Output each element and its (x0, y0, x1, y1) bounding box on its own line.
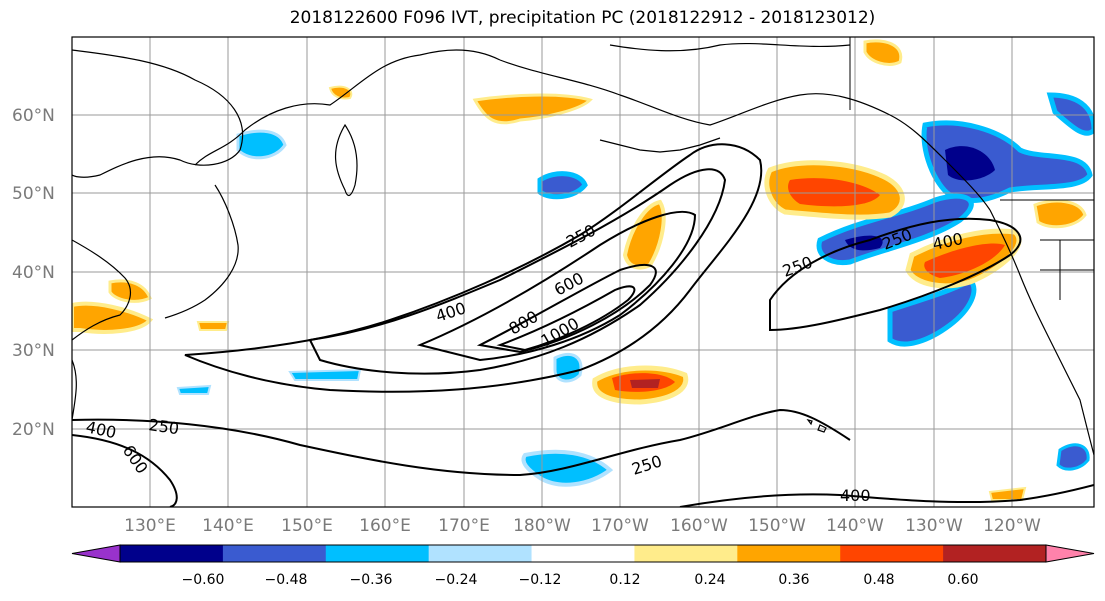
coast-korea-china (72, 239, 132, 341)
coast-asia-mainland (72, 49, 244, 178)
neg-area-aleutian (537, 171, 588, 200)
colorbar-segment (531, 545, 635, 562)
coast-alaska (499, 59, 991, 211)
neg-area-japan-sea (236, 129, 287, 160)
colorbar-tick-label: −0.12 (519, 572, 562, 588)
precip-negative-shading (176, 92, 1094, 487)
colorbar-segment (120, 545, 224, 562)
coast-north-america-west (989, 209, 1094, 456)
colorbar-segment (840, 545, 944, 562)
colorbar-tick-label: −0.60 (182, 572, 225, 588)
coast-kamchatka (334, 123, 358, 197)
lon-label: 140°W (826, 516, 884, 536)
ivt-contour-1000 (496, 285, 636, 352)
colorbar-segment (737, 545, 841, 562)
colorbar-segment (634, 545, 738, 562)
colorbar-extend-high (1045, 544, 1095, 563)
coast-sakhalin-okhotsk (194, 49, 501, 166)
lon-label: 130°W (905, 516, 963, 536)
colorbar-tick-label: 0.48 (863, 572, 894, 588)
lon-label: 150°W (748, 516, 806, 536)
colorbar-tick-labels: −0.60 −0.48 −0.36 −0.24 −0.12 0.12 0.24 … (182, 572, 979, 588)
contour-label: 250 (629, 451, 664, 479)
ivt-contour-250 (184, 143, 763, 393)
graticule (72, 37, 1094, 507)
ivt-contour-east-250 (769, 217, 1022, 332)
colorbar (71, 544, 1095, 563)
colorbar-tick-label: 0.60 (947, 572, 978, 588)
lon-label: 160°E (359, 516, 411, 536)
longitude-labels: 130°E 140°E 150°E 160°E 170°E 180°W 170°… (124, 516, 1041, 536)
pos-area-alaska-north (863, 39, 903, 66)
pos-core-ne-pacific-2 (924, 243, 1005, 278)
pos-area-small-1 (328, 85, 353, 100)
neg-area-sw-california (887, 276, 977, 347)
colorbar-tick-label: −0.48 (265, 572, 308, 588)
neg-area-south-3 (288, 368, 362, 381)
lon-label: 180°W (513, 516, 571, 536)
ivt-contour-800 (476, 264, 657, 354)
lon-label: 150°E (281, 516, 333, 536)
lat-label: 40°N (12, 263, 55, 283)
pos-area-bering (472, 93, 593, 125)
coast-aleutians (599, 137, 721, 153)
pos-area-small-3 (988, 486, 1027, 501)
pos-area-small-2 (196, 321, 230, 331)
ivt-contour-south-400 (72, 434, 178, 507)
lon-label: 140°E (202, 516, 254, 536)
borders (849, 37, 1094, 300)
pos-core2-central-south (630, 379, 660, 388)
colorbar-outline (119, 544, 1047, 563)
coastlines (72, 42, 1094, 456)
neg-area-south-4 (176, 384, 212, 395)
colorbar-tick-label: −0.24 (435, 572, 478, 588)
colorbar-segment (943, 545, 1047, 562)
ivt-contour-400 (308, 168, 727, 375)
lon-label: 120°W (983, 516, 1041, 536)
colorbar-tick-label: 0.24 (694, 572, 725, 588)
ivt-contour-south-250 (72, 408, 851, 477)
coast-hawaii (806, 419, 827, 433)
contour-label: 800 (506, 307, 542, 339)
pos-area-us-west (1033, 199, 1087, 229)
lon-label: 170°E (438, 516, 490, 536)
lat-label: 50°N (12, 184, 55, 204)
neg-area-ne-corner (1046, 92, 1094, 136)
pos-area-aleutian-south (622, 199, 666, 270)
lat-label: 20°N (12, 420, 55, 440)
ivt-contours (72, 143, 1094, 507)
ivt-contour-southeast-400 (679, 484, 1094, 507)
colorbar-segment (325, 545, 430, 562)
contour-label: 250 (780, 252, 815, 280)
lon-label: 160°W (670, 516, 728, 536)
colorbar-segment (428, 545, 533, 562)
colorbar-tick-label: −0.36 (350, 572, 393, 588)
coast-japan (164, 184, 239, 319)
contour-label: 400 (84, 417, 118, 442)
lon-label: 170°W (591, 516, 649, 536)
colorbar-extend-low (71, 544, 121, 563)
contour-label: 400 (840, 486, 871, 505)
map-frame (71, 36, 1095, 508)
map-area: 250 400 600 800 1000 250 400 600 250 250… (72, 37, 1094, 507)
latitude-labels: 60°N 50°N 40°N 30°N 20°N (12, 106, 55, 440)
lon-label: 130°E (124, 516, 176, 536)
colorbar-segment (222, 545, 327, 562)
coast-alaska-north (609, 42, 851, 52)
colorbar-tick-label: 0.36 (778, 572, 809, 588)
lat-label: 30°N (12, 341, 55, 361)
ivt-contour-600 (416, 210, 697, 362)
neg-area-se-corner (1056, 443, 1090, 471)
pos-core-ne-pacific-1 (788, 178, 880, 207)
map-title: 2018122600 F096 IVT, precipitation PC (2… (289, 8, 876, 28)
coast-china-south (72, 359, 77, 421)
neg-area-south-2 (553, 352, 583, 383)
contour-label: 250 (147, 415, 180, 438)
border-us-states (1040, 239, 1094, 300)
lat-label: 60°N (12, 106, 55, 126)
colorbar-tick-label: 0.12 (609, 572, 640, 588)
